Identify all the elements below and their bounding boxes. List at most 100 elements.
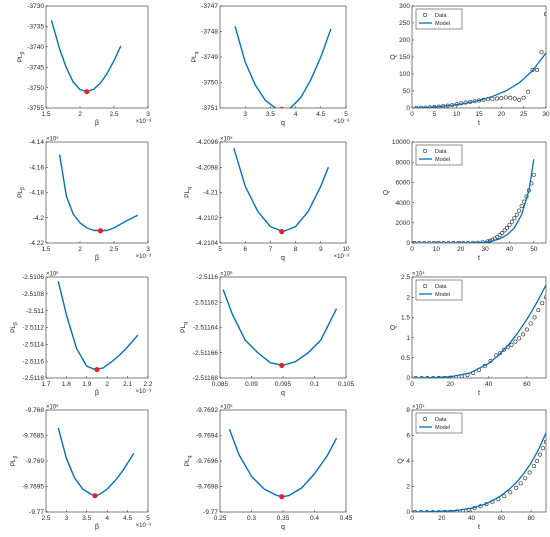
- x-tick-label: 0.35: [277, 515, 290, 522]
- x-tick-label: 2.1: [123, 381, 132, 388]
- y-tick-label: 2000: [396, 220, 411, 227]
- data-point: [517, 97, 522, 102]
- x-tick-label: 1.5: [41, 246, 50, 253]
- y-tick-label: -9.7696: [196, 458, 218, 465]
- data-point: [461, 241, 466, 243]
- y-tick-label: 8000: [396, 159, 411, 166]
- legend-box: [415, 279, 463, 301]
- data-point: [535, 67, 540, 72]
- data-point: [544, 439, 546, 444]
- y-tick-label: -9.7692: [196, 407, 218, 414]
- x-tick-label: 2.5: [41, 515, 50, 522]
- subplot-r1c2: 3 3.5 4 4.5 5 -3751 -3750 -3749 -3748 -3747 ×10⁻³ q…: [191, 3, 349, 127]
- subplot-r1c3: 0 5 10 15 20 25 30050100150200250300tQDataMode…: [390, 3, 550, 127]
- y-tick-label: 50: [403, 88, 411, 95]
- profile-curve: [222, 289, 338, 367]
- y-tick-label: -4.16: [29, 164, 44, 171]
- y-tick-label: 4: [406, 458, 410, 465]
- y-tick-label: 1.5: [401, 315, 410, 322]
- x-tick-label: 4.5: [123, 515, 132, 522]
- y-exponent-label: ×10⁶: [46, 271, 59, 278]
- y-tick-label: 0: [406, 375, 410, 382]
- data-point: [499, 96, 504, 101]
- x-exponent-label: ×10⁻³: [136, 254, 151, 260]
- subplot-r2c2: 5 6 7 8 9 10 -4.2104 -4.2102 -4.21 -4.2098 -4.2096…: [184, 136, 350, 263]
- y-tick-label: 0: [406, 509, 410, 516]
- data-point: [494, 96, 499, 101]
- y-exponent-label: ×10⁶: [220, 404, 233, 411]
- x-tick-label: 2.5: [109, 111, 118, 118]
- optimum-marker: [279, 494, 285, 500]
- data-point: [517, 208, 522, 213]
- y-tick-label: 2: [406, 294, 410, 301]
- y-tick-label: -3750: [27, 85, 44, 92]
- y-tick-label: -2.5118: [22, 375, 44, 382]
- x-exponent-label: ×10⁻³: [136, 523, 151, 529]
- y-tick-label: -3735: [27, 24, 44, 31]
- x-tick-label: 20: [457, 246, 465, 253]
- plot-area: [50, 20, 122, 95]
- y-tick-label: -9.77: [29, 509, 44, 516]
- y-tick-label: -3730: [27, 3, 44, 10]
- y-tick-label: -9.768: [26, 407, 45, 414]
- x-tick-label: 60: [523, 381, 531, 388]
- data-point: [532, 315, 537, 320]
- subplot-r3c3: 0 20 40 60 0 0.5 1 1.5 2 2.5 ×10⁴ t Q Data Model: [390, 271, 547, 397]
- x-tick-label: 30: [542, 111, 550, 118]
- x-tick-label: 40: [485, 381, 493, 388]
- y-tick-label: -4.2104: [196, 240, 218, 247]
- optimum-marker: [279, 106, 284, 108]
- x-tick-label: 8: [294, 246, 298, 253]
- y-tick-label: 4000: [396, 200, 411, 207]
- data-point: [514, 212, 519, 217]
- x-axis-label: q: [281, 120, 285, 127]
- data-point: [544, 12, 546, 17]
- x-tick-label: 0: [410, 246, 414, 253]
- y-tick-label: -3750: [201, 80, 218, 87]
- data-point: [518, 481, 523, 486]
- x-tick-label: 20: [438, 515, 446, 522]
- subplot-r4c2: 0.25 0.3 0.35 0.4 0.45 -9.77 -9.7698 -9.7696 -9.…: [184, 404, 353, 532]
- x-tick-label: 10: [433, 246, 441, 253]
- plot-area: [57, 427, 135, 499]
- data-point: [507, 222, 512, 227]
- y-axis-label: Q: [390, 324, 397, 330]
- plot-area: [57, 281, 139, 373]
- x-tick-label: 40: [506, 246, 514, 253]
- y-exponent-label: ×10⁵: [220, 136, 233, 143]
- x-tick-label: 6: [243, 246, 247, 253]
- data-point: [414, 106, 419, 108]
- x-tick-label: 3: [146, 111, 150, 118]
- y-tick-label: 300: [399, 3, 410, 10]
- y-tick-label: -2.5112: [22, 325, 44, 332]
- x-axis-label: β: [95, 390, 99, 397]
- legend-box: [415, 144, 463, 166]
- data-point: [540, 301, 545, 306]
- y-tick-label: 8: [406, 407, 410, 414]
- x-tick-label: 2: [78, 246, 82, 253]
- legend-model-label: Model: [435, 157, 450, 163]
- legend-box: [415, 412, 463, 434]
- data-point: [530, 67, 535, 72]
- legend: Data Model: [415, 144, 463, 166]
- y-tick-label: -4.2096: [196, 139, 218, 146]
- legend-data-label: Data: [435, 149, 448, 155]
- plot-area: [412, 12, 546, 108]
- optimum-marker: [94, 366, 100, 373]
- data-point: [495, 234, 500, 239]
- model-line: [412, 284, 546, 378]
- data-point: [436, 376, 441, 378]
- y-tick-label: -9.7698: [196, 484, 218, 491]
- x-axis-label: t: [478, 390, 480, 397]
- y-axis-label: PLβ: [17, 187, 26, 198]
- legend: Data Model: [415, 412, 463, 434]
- y-tick-label: -2.51164: [193, 325, 219, 332]
- data-point: [538, 452, 543, 457]
- y-tick-label: -9.7685: [22, 433, 44, 440]
- x-tick-label: 15: [475, 111, 483, 118]
- data-point: [412, 241, 417, 243]
- axes-box: [219, 5, 347, 109]
- data-point: [501, 347, 506, 352]
- y-tick-label: 2: [406, 484, 410, 491]
- data-point: [536, 308, 541, 313]
